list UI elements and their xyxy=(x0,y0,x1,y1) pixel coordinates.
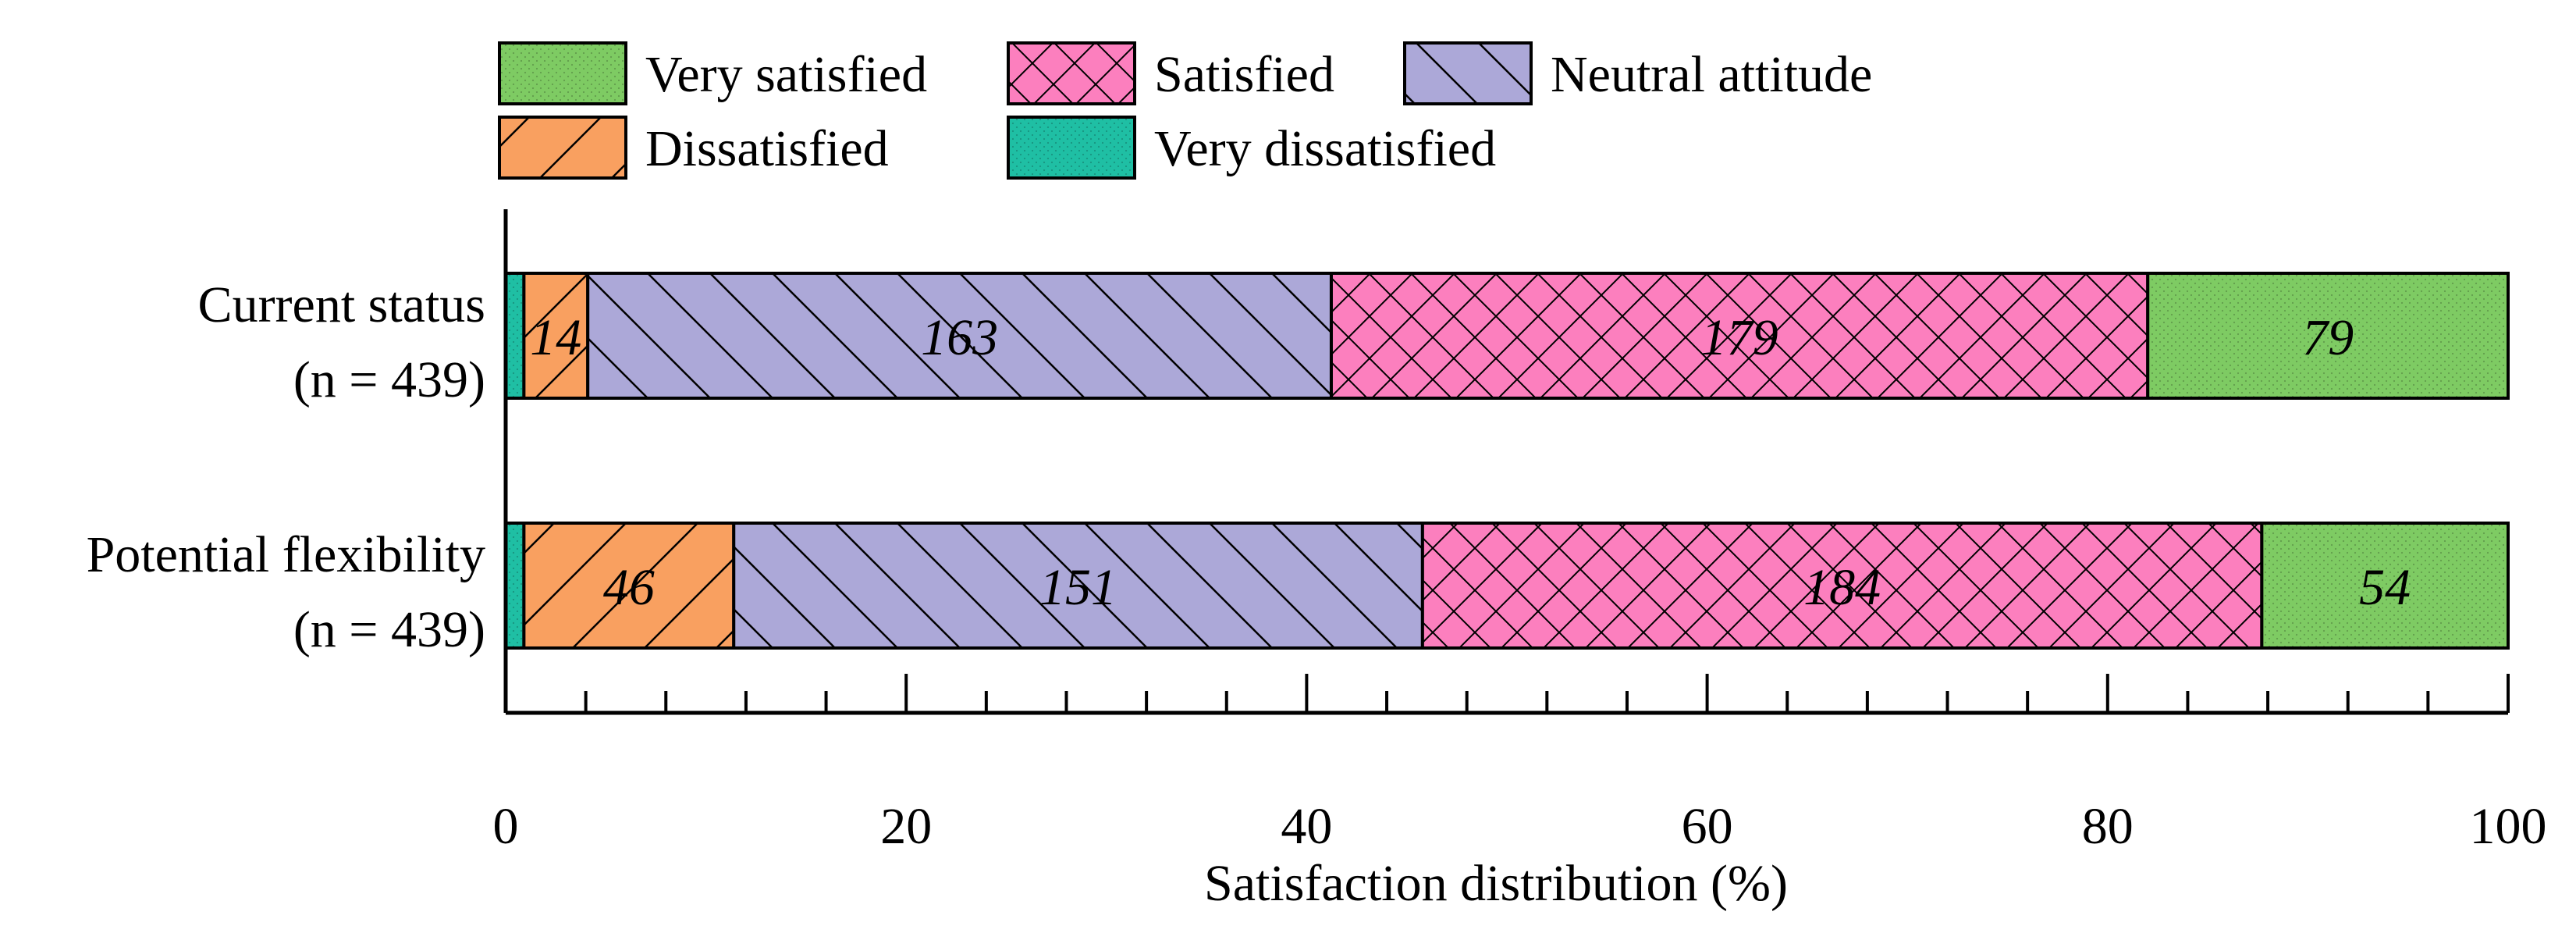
x-tick-label: 40 xyxy=(1281,798,1332,855)
legend-label: Neutral attitude xyxy=(1551,46,1872,103)
legend-item-very-satisfied: Very satisfied xyxy=(498,41,927,105)
x-tick-label: 0 xyxy=(493,798,519,855)
category-sample-size: (n = 439) xyxy=(293,351,485,408)
bar-pattern xyxy=(2260,522,2510,650)
category-label: Current status xyxy=(198,276,485,333)
data-label: 184 xyxy=(1803,559,1881,616)
axes: 0 20 40 60 80 100 xyxy=(493,209,2547,855)
bar-pattern xyxy=(1420,522,2264,650)
bar-segment-very-dissatisfied xyxy=(504,522,526,650)
category-labels: Current status (n = 439) Potential flexibi… xyxy=(87,276,485,658)
bar-pattern xyxy=(522,522,736,650)
data-label: 46 xyxy=(603,559,655,616)
bar-segment-dissatisfied: 46 xyxy=(522,522,736,650)
legend-swatch-pattern xyxy=(498,116,627,180)
x-axis-title: Satisfaction distribution (%) xyxy=(1204,855,1788,912)
legend-label: Very dissatisfied xyxy=(1154,120,1496,177)
bar-segment-satisfied: 179 xyxy=(1329,272,2150,400)
legend-item-satisfied: Satisfied xyxy=(1007,41,1334,105)
data-label: 14 xyxy=(530,309,581,366)
category-label: Potential flexibility xyxy=(87,526,485,583)
legend-label: Dissatisfied xyxy=(645,120,889,177)
x-tick-label: 100 xyxy=(2470,798,2547,855)
bars: 14 163 179 79 46 151 184 54 xyxy=(504,272,2510,650)
x-tick-label: 80 xyxy=(2082,798,2134,855)
category-sample-size: (n = 439) xyxy=(293,601,485,658)
legend: Very satisfied Satisfied Neutral attitude D… xyxy=(498,41,1872,180)
legend-label: Satisfied xyxy=(1154,46,1334,103)
bar-pattern xyxy=(732,522,1424,650)
data-label: 179 xyxy=(1701,309,1778,366)
data-label: 163 xyxy=(921,309,998,366)
bar-segment-very-satisfied: 54 xyxy=(2260,522,2510,650)
data-label: 79 xyxy=(2302,309,2354,366)
x-tick-label: 60 xyxy=(1682,798,1733,855)
legend-label: Very satisfied xyxy=(645,46,927,103)
bar-pattern xyxy=(504,522,526,650)
bar-segment-satisfied: 184 xyxy=(1420,522,2264,650)
bar-segment-very-satisfied: 79 xyxy=(2146,272,2510,400)
legend-swatch-pattern xyxy=(1007,116,1136,180)
legend-swatch-pattern xyxy=(1403,41,1533,105)
legend-item-neutral-attitude: Neutral attitude xyxy=(1403,41,1872,105)
bar-segment-neutral-attitude: 151 xyxy=(732,522,1424,650)
bar-pattern xyxy=(2146,272,2510,400)
bar-segment-very-dissatisfied xyxy=(504,272,526,400)
legend-swatch-pattern xyxy=(498,41,627,105)
legend-item-very-dissatisfied: Very dissatisfied xyxy=(1007,116,1496,180)
bar-segment-dissatisfied: 14 xyxy=(522,272,590,400)
bar-segment-neutral-attitude: 163 xyxy=(586,272,1333,400)
legend-item-dissatisfied: Dissatisfied xyxy=(498,116,889,180)
x-tick-label: 20 xyxy=(880,798,932,855)
legend-swatch-pattern xyxy=(1007,41,1136,105)
data-label: 54 xyxy=(2359,559,2411,616)
bar-pattern xyxy=(504,272,526,400)
data-label: 151 xyxy=(1039,559,1117,616)
